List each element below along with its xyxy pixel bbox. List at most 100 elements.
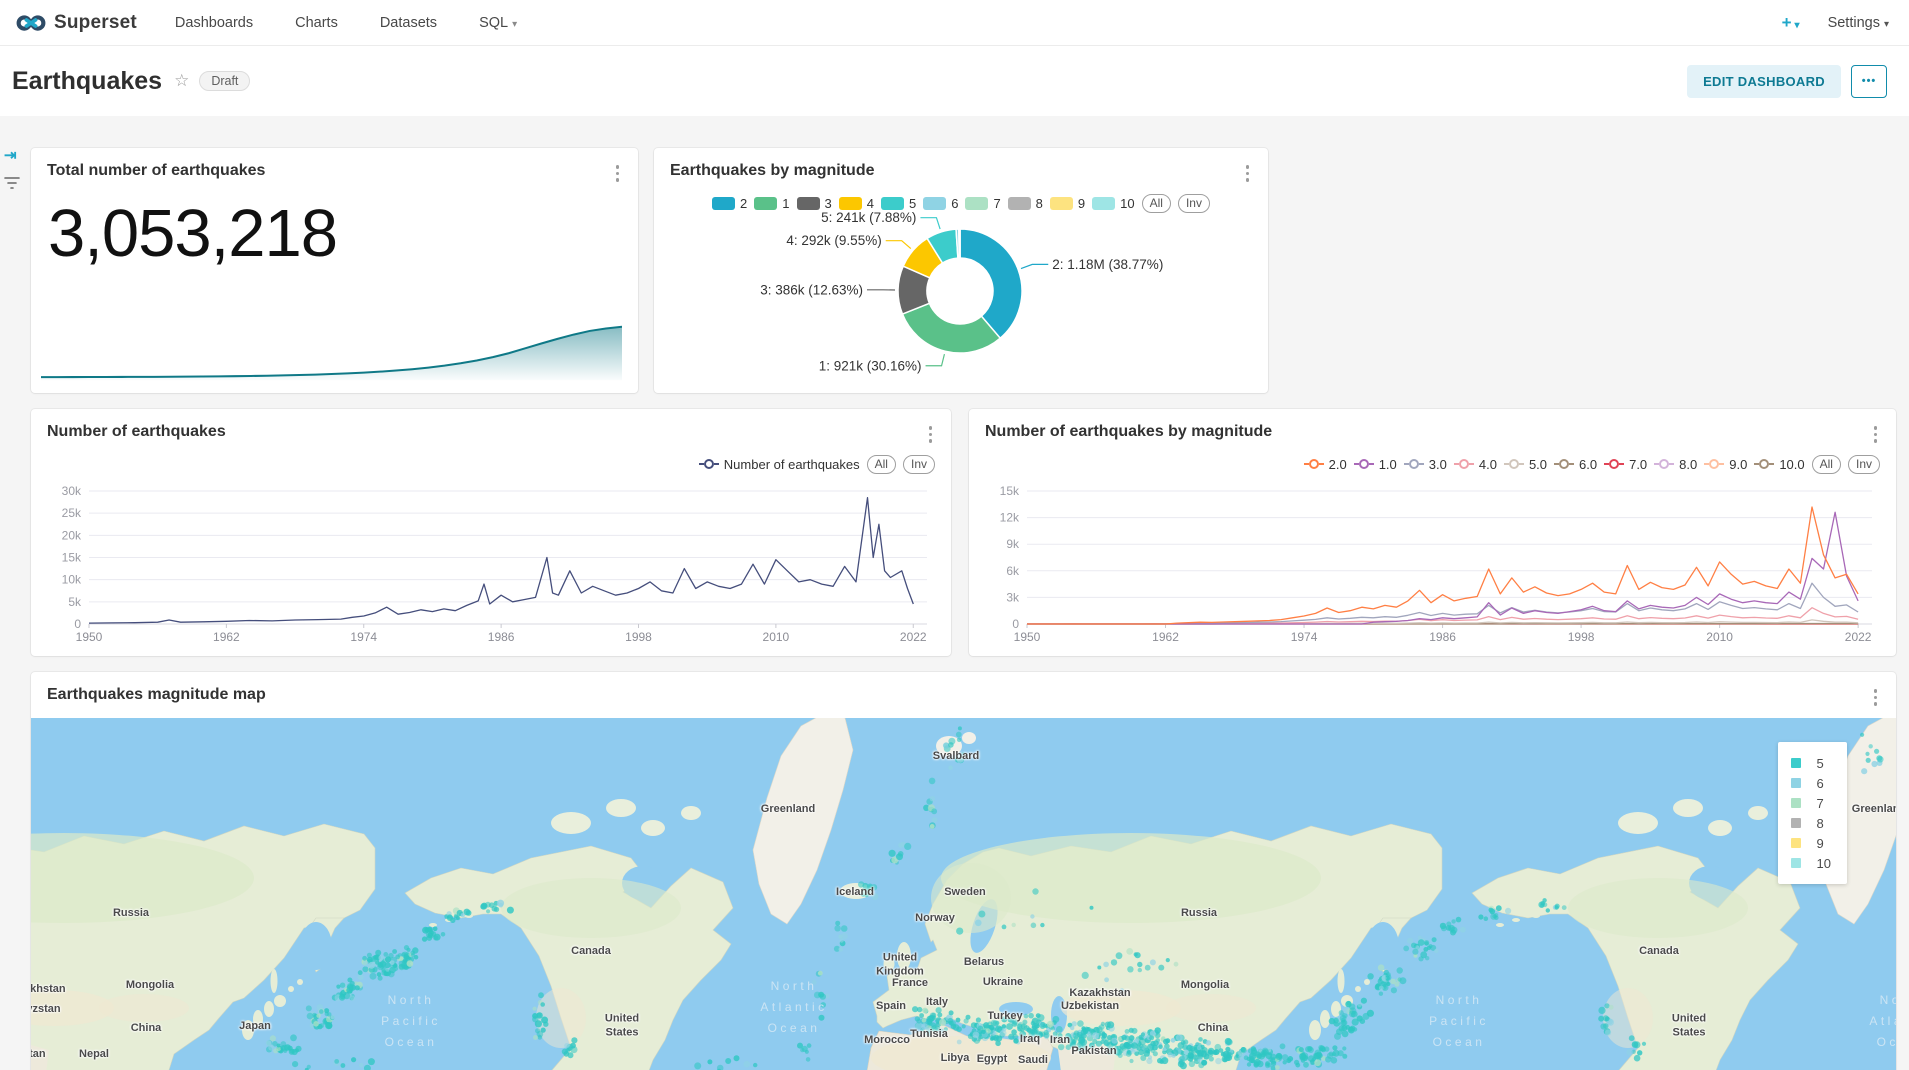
svg-text:0: 0 [74,617,81,631]
legend-inv-button[interactable]: Inv [902,454,935,474]
line-chart-legend: Number of earthquakes All Inv [31,454,951,474]
map-legend-item-6: 6 [1790,773,1831,793]
svg-text:1998: 1998 [1568,630,1595,644]
legend-line-marker [1704,459,1725,469]
dashboard-more-button[interactable]: ••• [1851,64,1887,98]
svg-text:1950: 1950 [76,630,103,644]
legend-all-button[interactable]: All [1811,454,1841,474]
legend-item-10.0[interactable]: 10.0 [1754,457,1805,472]
chart-title: Number of earthquakes by magnitude [985,423,1273,440]
legend-item-1[interactable]: 1 [754,196,790,211]
world-map[interactable]: SvalbardGreenlandGreenlandIcelandSwedenN… [31,718,1896,1070]
svg-text:15k: 15k [62,551,82,565]
edit-dashboard-button[interactable]: EDIT DASHBOARD [1687,64,1841,98]
donut-chart[interactable]: 2: 1.18M (38.77%) 1: 921k (30.16%) 3: 386k… [654,203,1268,393]
svg-text:3k: 3k [1006,590,1020,604]
card-earthquakes-by-magnitude: Earthquakes by magnitude 2 1 3 4 5 6 7 8 9 10 All I… [654,148,1268,393]
svg-text:2022: 2022 [900,630,927,644]
nav-menu: Dashboards Charts Datasets SQL ▾ [175,15,517,31]
navbar: Superset Dashboards Charts Datasets SQL ▾… [0,0,1909,46]
draft-badge: Draft [199,71,251,91]
legend-item-8[interactable]: 8 [1007,196,1043,211]
legend-swatch [1790,798,1801,808]
legend-item-6[interactable]: 6 [923,196,958,211]
chart-title: Number of earthquakes [47,423,226,440]
svg-text:20k: 20k [62,528,82,542]
legend-item-3[interactable]: 3 [796,196,832,211]
legend-line-marker [1554,459,1575,469]
nav-item-sql[interactable]: SQL ▾ [479,14,518,31]
nav-item-charts[interactable]: Charts [295,14,338,31]
legend-item-2.0[interactable]: 2.0 [1303,457,1347,472]
legend-item-8.0[interactable]: 8.0 [1654,457,1697,472]
kebab-menu-icon[interactable] [1869,423,1883,446]
legend-swatch [1790,858,1801,868]
svg-text:1974: 1974 [1291,630,1318,644]
sparkline-chart [40,321,623,381]
svg-text:1: 921k (30.16%): 1: 921k (30.16%) [819,358,922,373]
kebab-menu-icon[interactable] [924,423,938,446]
svg-text:1998: 1998 [625,630,652,644]
legend-all-button[interactable]: All [866,454,896,474]
superset-logo[interactable]: Superset [16,12,137,34]
legend-inv-button[interactable]: Inv [1177,193,1210,213]
legend-all-button[interactable]: All [1141,193,1171,213]
kebab-menu-icon[interactable] [611,162,625,185]
line-chart[interactable]: 0 5k 10k 15k 20k 25k 30k 1950 1962 1974 1986 1998 20… [43,483,939,650]
legend-item-1.0[interactable]: 1.0 [1353,457,1397,472]
svg-text:3: 386k (12.63%): 3: 386k (12.63%) [760,282,863,297]
settings-menu[interactable]: Settings ▾ [1827,14,1889,31]
series-2.0 [1027,506,1859,625]
map-legend-item-10: 10 [1790,853,1831,873]
legend-line-marker [1453,459,1474,469]
legend-swatch [880,196,904,210]
legend-item-7.0[interactable]: 7.0 [1604,457,1647,472]
legend-line-marker [698,459,719,469]
svg-text:1962: 1962 [1152,630,1179,644]
legend-swatch [1790,758,1801,768]
svg-text:15k: 15k [1000,484,1020,498]
map-legend: 5 6 7 8 9 10 [1777,742,1847,884]
legend-line-marker [1303,459,1324,469]
donut-legend: 2 1 3 4 5 6 7 8 9 10 All Inv [654,193,1268,213]
dashboard-grid: ⇥ Total number of earthquakes 3,053,218 … [0,116,1909,1070]
svg-text:5k: 5k [68,595,82,609]
legend-swatch [923,196,947,210]
legend-item-number-of-earthquakes[interactable]: Number of earthquakes [698,457,860,472]
legend-swatch [754,196,778,210]
kebab-menu-icon[interactable] [1241,162,1255,185]
legend-item-3.0[interactable]: 3.0 [1403,457,1447,472]
kebab-menu-icon[interactable] [1869,686,1883,709]
favorite-star-icon[interactable]: ☆ [174,71,190,90]
map-legend-item-8: 8 [1790,813,1831,833]
legend-item-9[interactable]: 9 [1049,196,1085,211]
expand-filter-bar-icon[interactable]: ⇥ [4,147,17,164]
line-chart[interactable]: 0 3k 6k 9k 12k 15k 1950 1962 1974 1986 1998 2010 202… [981,483,1884,650]
chevron-down-icon: ▾ [1883,18,1889,30]
new-item-button[interactable]: + ▾ [1781,12,1800,32]
big-number-value: 3,053,218 [48,195,338,271]
legend-item-2[interactable]: 2 [712,196,747,211]
nav-item-datasets[interactable]: Datasets [379,14,438,31]
legend-item-7[interactable]: 7 [965,196,1001,211]
legend-item-5[interactable]: 5 [880,196,916,211]
legend-item-10[interactable]: 10 [1092,196,1135,211]
legend-item-4[interactable]: 4 [838,196,874,211]
legend-item-9.0[interactable]: 9.0 [1704,457,1747,472]
svg-text:1986: 1986 [1429,630,1456,644]
dashboard-header: Earthquakes ☆ Draft EDIT DASHBOARD ••• [0,46,1909,116]
legend-item-5.0[interactable]: 5.0 [1503,457,1547,472]
legend-line-marker [1654,459,1675,469]
nav-item-dashboards[interactable]: Dashboards [174,14,254,31]
svg-text:1974: 1974 [350,630,377,644]
chart-title: Earthquakes magnitude map [47,686,266,703]
brand-name: Superset [54,11,137,33]
infinity-logo-icon [16,14,46,31]
legend-inv-button[interactable]: Inv [1847,454,1880,474]
legend-swatch [965,196,989,210]
page-title: Earthquakes [12,66,163,95]
legend-item-6.0[interactable]: 6.0 [1554,457,1597,472]
filter-icon[interactable] [4,176,20,195]
svg-text:5: 241k (7.88%): 5: 241k (7.88%) [821,210,916,225]
legend-item-4.0[interactable]: 4.0 [1453,457,1497,472]
